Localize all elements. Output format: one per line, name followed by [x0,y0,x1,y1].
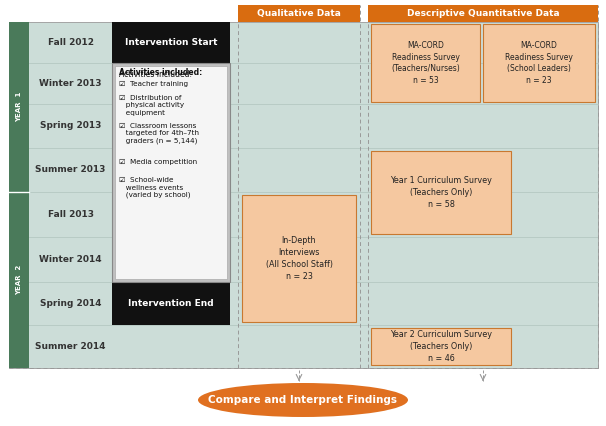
Text: YEAR  2: YEAR 2 [16,265,22,295]
Text: In-Depth
Interviews
(All School Staff)
n = 23: In-Depth Interviews (All School Staff) n… [265,236,333,281]
Ellipse shape [198,383,408,417]
Bar [115,66,227,279]
Bar [483,24,595,102]
Text: Spring 2014: Spring 2014 [40,299,101,308]
Text: Activities included:: Activities included: [119,70,192,79]
Text: Summer 2014: Summer 2014 [35,342,106,351]
Text: Year 1 Curriculum Survey
(Teachers Only)
n = 58: Year 1 Curriculum Survey (Teachers Only)… [390,176,492,209]
Bar [371,151,511,234]
Text: Fall 2012: Fall 2012 [47,38,93,47]
Bar [371,328,511,365]
Bar [368,5,598,22]
Text: MA-CORD
Readiness Survey
(School Leaders)
n = 23: MA-CORD Readiness Survey (School Leaders… [505,41,573,85]
Text: ☑  Media competition: ☑ Media competition [119,159,197,165]
Text: Compare and Interpret Findings: Compare and Interpret Findings [208,395,398,405]
Bar [9,192,29,368]
Text: Winter 2013: Winter 2013 [39,79,102,88]
Bar [9,22,598,368]
Text: Spring 2013: Spring 2013 [40,121,101,130]
Bar [112,282,230,325]
Text: ☑  School-wide
   wellness events
   (varied by school): ☑ School-wide wellness events (varied by… [119,177,190,199]
Text: Winter 2014: Winter 2014 [39,255,102,264]
Text: Intervention Start: Intervention Start [125,38,217,47]
Bar [371,24,480,102]
Text: Descriptive Quantitative Data: Descriptive Quantitative Data [407,9,559,18]
Text: ☑  Teacher training: ☑ Teacher training [119,81,188,87]
Bar [242,195,356,322]
Text: MA-CORD
Readiness Survey
(Teachers/Nurses)
n = 53: MA-CORD Readiness Survey (Teachers/Nurse… [391,41,460,85]
Text: Fall 2013: Fall 2013 [47,210,93,219]
Bar [9,22,29,192]
Bar [112,63,230,282]
Text: Summer 2013: Summer 2013 [35,165,105,175]
Text: ☑  Distribution of
   physical activity
   equipment: ☑ Distribution of physical activity equi… [119,95,184,116]
Text: Activities included:: Activities included: [119,68,202,77]
Text: Qualitative Data: Qualitative Data [257,9,341,18]
Bar [238,5,360,22]
Text: Intervention End: Intervention End [128,299,214,308]
Bar [112,22,230,63]
Text: ☑  Classroom lessons
   targeted for 4th–7th
   graders (n = 5,144): ☑ Classroom lessons targeted for 4th–7th… [119,123,199,144]
Text: YEAR  1: YEAR 1 [16,92,22,122]
Text: Year 2 Curriculum Survey
(Teachers Only)
n = 46: Year 2 Curriculum Survey (Teachers Only)… [390,330,492,363]
